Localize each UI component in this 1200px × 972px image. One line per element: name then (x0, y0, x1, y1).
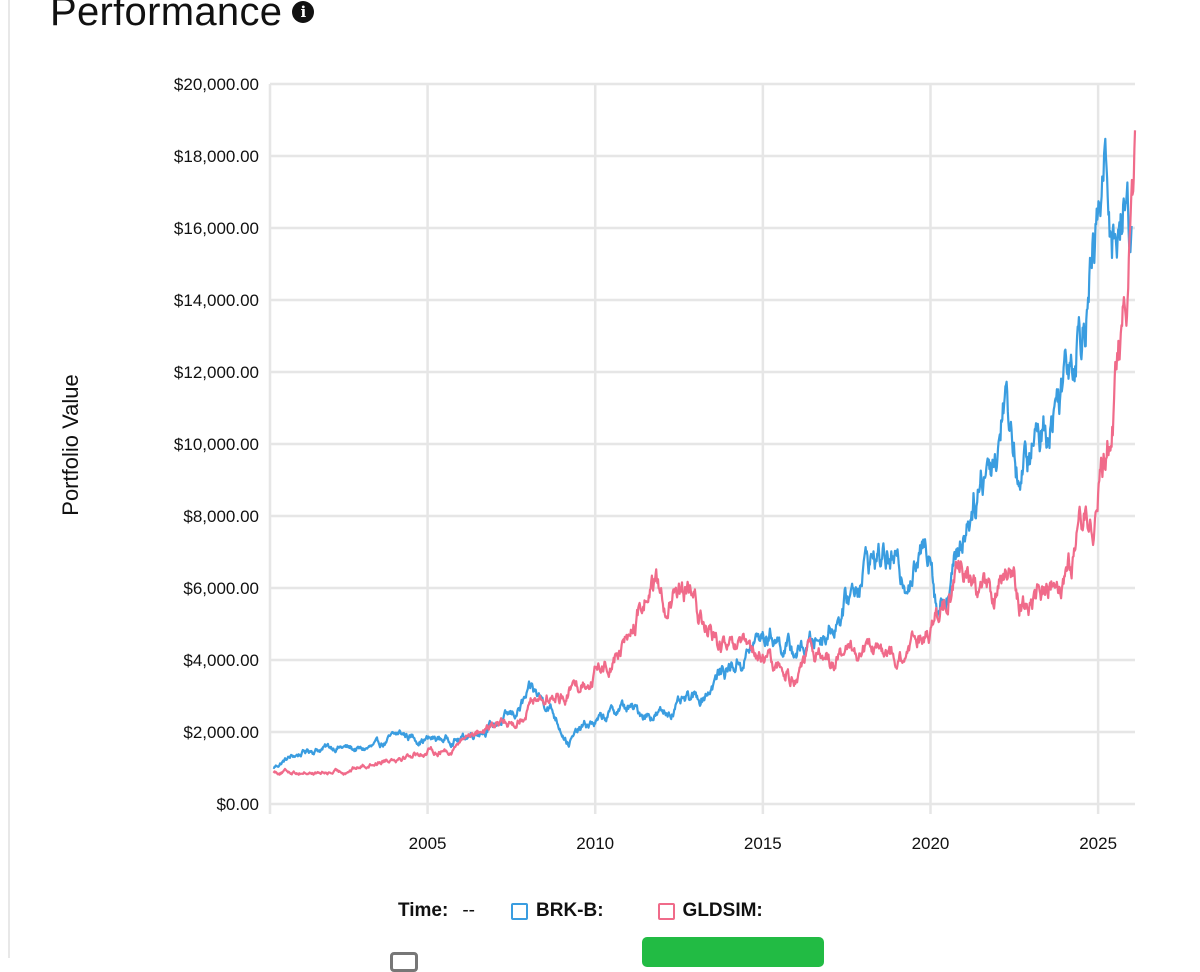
y-tick-label: $4,000.00 (183, 651, 259, 670)
series-line-brk-b (272, 137, 1133, 769)
y-tick-label: $14,000.00 (174, 291, 259, 310)
legend-item-brk-b[interactable]: BRK-B: (511, 900, 604, 922)
option-checkbox[interactable] (390, 952, 418, 972)
y-tick-label: $20,000.00 (174, 75, 259, 94)
left-panel-border (8, 0, 10, 958)
y-tick-label: $8,000.00 (183, 507, 259, 526)
chart-legend: Time: -- BRK-B: GLDSIM: (398, 900, 763, 922)
legend-item-gldsim[interactable]: GLDSIM: (657, 900, 763, 922)
y-tick-label: $18,000.00 (174, 147, 259, 166)
x-tick-label: 2020 (912, 834, 950, 853)
gldsim-checkbox-icon[interactable] (657, 902, 675, 920)
x-axis-ticks: 2005 2010 2015 2020 2025 (409, 834, 1117, 853)
x-tick-label: 2005 (409, 834, 447, 853)
info-icon[interactable]: i (292, 1, 315, 23)
performance-chart[interactable]: $0.00 $2,000.00 $4,000.00 $6,000.00 $8,000.0… (0, 0, 1200, 880)
series-line-gldsim (272, 130, 1137, 776)
y-tick-label: $0.00 (216, 795, 259, 814)
legend-label-gldsim: GLDSIM: (682, 900, 763, 921)
submit-button[interactable] (642, 937, 824, 967)
legend-label-brk-b: BRK-B: (536, 900, 604, 921)
x-tick-label: 2010 (576, 834, 614, 853)
chart-series (272, 130, 1137, 776)
brk-b-checkbox-icon[interactable] (511, 902, 528, 920)
y-tick-label: $2,000.00 (183, 723, 259, 742)
y-tick-label: $16,000.00 (174, 219, 259, 238)
title-row: Performance i (50, 0, 315, 38)
y-axis-title: Portfolio Value (58, 374, 83, 515)
y-tick-label: $12,000.00 (174, 363, 259, 382)
y-tick-label: $10,000.00 (174, 435, 259, 454)
x-tick-label: 2015 (744, 834, 782, 853)
legend-time-label: Time: (398, 900, 449, 921)
x-tick-label: 2025 (1079, 834, 1117, 853)
y-tick-label: $6,000.00 (183, 579, 259, 598)
page-title: Performance (50, 0, 283, 34)
y-axis-ticks: $0.00 $2,000.00 $4,000.00 $6,000.00 $8,000.0… (174, 75, 259, 814)
chart-grid (268, 82, 1135, 814)
legend-time-value: -- (462, 900, 475, 921)
